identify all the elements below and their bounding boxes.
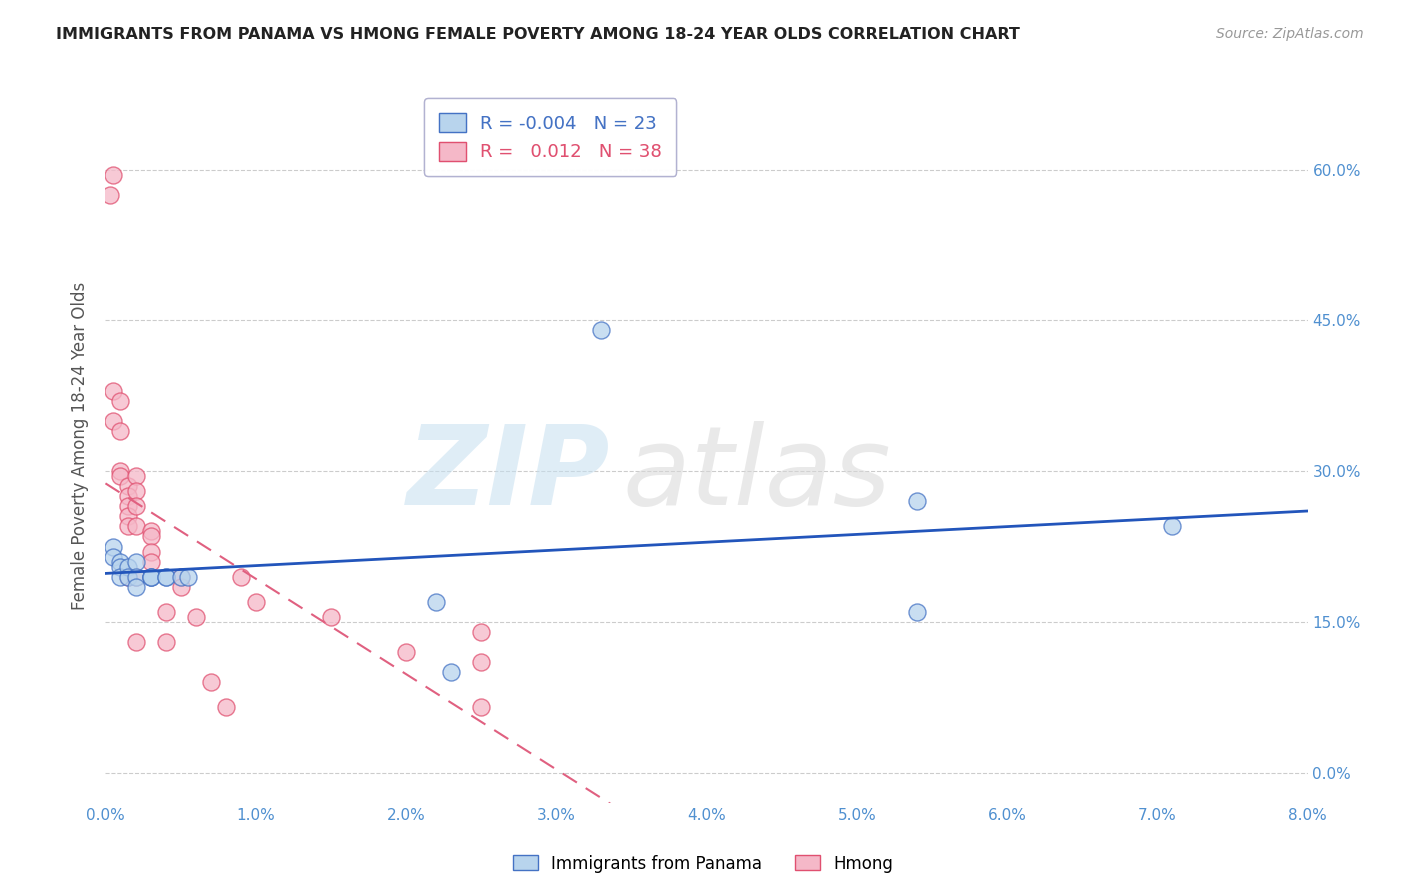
Legend: Immigrants from Panama, Hmong: Immigrants from Panama, Hmong	[506, 848, 900, 880]
Point	[117, 489, 139, 503]
Y-axis label: Female Poverty Among 18-24 Year Olds: Female Poverty Among 18-24 Year Olds	[72, 282, 90, 610]
Point	[139, 529, 162, 543]
Point	[110, 393, 132, 408]
Point	[117, 559, 139, 574]
Point	[124, 580, 146, 594]
Point	[177, 569, 200, 583]
Point	[139, 544, 162, 558]
Point	[139, 569, 162, 583]
Point	[319, 610, 342, 624]
Text: ZIP: ZIP	[406, 421, 610, 528]
Point	[110, 569, 132, 583]
Point	[117, 569, 139, 583]
Point	[101, 384, 124, 398]
Point	[200, 675, 222, 690]
Text: atlas: atlas	[623, 421, 891, 528]
Point	[117, 509, 139, 524]
Point	[169, 569, 191, 583]
Point	[124, 555, 146, 569]
Point	[124, 569, 146, 583]
Point	[214, 700, 236, 714]
Point	[110, 469, 132, 483]
Point	[155, 635, 177, 649]
Point	[905, 494, 928, 508]
Point	[110, 424, 132, 438]
Point	[591, 323, 613, 337]
Point	[470, 700, 492, 714]
Text: Source: ZipAtlas.com: Source: ZipAtlas.com	[1216, 27, 1364, 41]
Point	[245, 595, 267, 609]
Point	[110, 555, 132, 569]
Point	[101, 549, 124, 564]
Point	[440, 665, 463, 680]
Point	[101, 414, 124, 428]
Point	[110, 464, 132, 478]
Text: IMMIGRANTS FROM PANAMA VS HMONG FEMALE POVERTY AMONG 18-24 YEAR OLDS CORRELATION: IMMIGRANTS FROM PANAMA VS HMONG FEMALE P…	[56, 27, 1021, 42]
Point	[124, 469, 146, 483]
Point	[124, 484, 146, 499]
Point	[169, 580, 191, 594]
Point	[124, 519, 146, 533]
Point	[139, 569, 162, 583]
Point	[184, 610, 207, 624]
Legend: R = -0.004   N = 23, R =   0.012   N = 38: R = -0.004 N = 23, R = 0.012 N = 38	[425, 98, 676, 176]
Point	[117, 479, 139, 493]
Point	[155, 605, 177, 619]
Point	[1161, 519, 1184, 533]
Point	[470, 655, 492, 669]
Point	[155, 569, 177, 583]
Point	[229, 569, 252, 583]
Point	[905, 605, 928, 619]
Point	[470, 624, 492, 639]
Point	[139, 569, 162, 583]
Point	[169, 569, 191, 583]
Point	[124, 500, 146, 514]
Point	[425, 595, 447, 609]
Point	[117, 519, 139, 533]
Point	[117, 500, 139, 514]
Point	[124, 635, 146, 649]
Point	[139, 555, 162, 569]
Point	[101, 168, 124, 182]
Point	[395, 645, 418, 659]
Point	[124, 569, 146, 583]
Point	[139, 524, 162, 539]
Point	[98, 187, 121, 202]
Point	[110, 559, 132, 574]
Point	[117, 569, 139, 583]
Point	[155, 569, 177, 583]
Point	[101, 540, 124, 554]
